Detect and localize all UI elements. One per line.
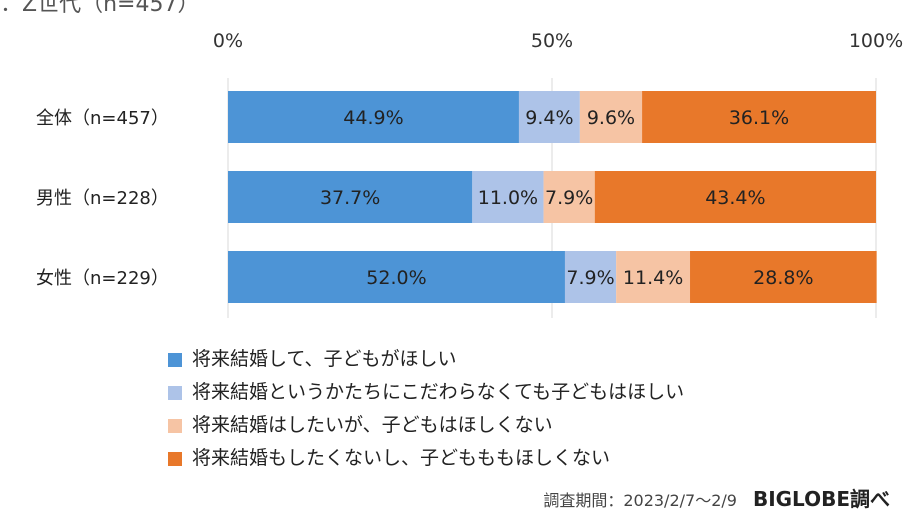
bar-segment	[564, 251, 617, 303]
legend-label: 将来結婚もしたくないし、子どもももほしくない	[192, 447, 611, 469]
bar-segment	[616, 251, 691, 303]
legend-label: 将来結婚して、子どもがほしい	[192, 348, 457, 370]
bar-segment	[690, 251, 877, 303]
legend-label: 将来結婚はしたいが、子どもはほしくない	[192, 414, 553, 436]
survey-period: 調査期間：2023/2/7〜2/9	[543, 491, 737, 510]
data-label: 9.6%	[587, 107, 635, 129]
bar-segment	[472, 171, 544, 223]
data-label: 37.7%	[320, 187, 380, 209]
legend: 将来結婚して、子どもがほしい将来結婚というかたちにこだわらなくても子どもはほしい…	[168, 343, 684, 475]
data-label: 11.4%	[623, 267, 683, 289]
legend-label: 将来結婚というかたちにこだわらなくても子どもはほしい	[192, 381, 685, 403]
x-tick-label: 100%	[849, 30, 903, 52]
data-label: 36.1%	[729, 107, 789, 129]
bar-segment	[594, 171, 876, 223]
legend-swatch	[168, 451, 182, 466]
brand-label: BIGLOBE調べ	[752, 487, 890, 511]
bar-segment	[518, 91, 580, 143]
data-label: 9.4%	[525, 107, 573, 129]
category-label: 全体（n=457）	[36, 108, 169, 129]
category-label: 男性（n=228）	[36, 188, 169, 209]
legend-swatch	[168, 385, 182, 400]
legend-item: 将来結婚もしたくないし、子どもももほしくない	[168, 442, 684, 475]
legend-item: 将来結婚はしたいが、子どもはほしくない	[168, 409, 684, 442]
category-label: 女性（n=229）	[36, 268, 169, 289]
legend-swatch	[168, 352, 182, 367]
data-label: 11.0%	[478, 187, 538, 209]
data-label: 43.4%	[705, 187, 765, 209]
bar-segment	[642, 91, 876, 143]
source-note: 調査期間：2023/2/7〜2/9 BIGLOBE調べ	[543, 483, 890, 512]
legend-item: 将来結婚というかたちにこだわらなくても子どもはほしい	[168, 376, 684, 409]
bar-segment	[543, 171, 595, 223]
data-label: 52.0%	[366, 267, 426, 289]
bar-segment	[579, 91, 643, 143]
chart-subtitle: ：Z世代（n=457）	[0, 0, 200, 17]
bar-segment	[228, 91, 519, 143]
x-tick-label: 50%	[531, 30, 573, 52]
bar-segment	[228, 171, 473, 223]
data-label: 7.9%	[566, 267, 614, 289]
data-label: 44.9%	[343, 107, 403, 129]
legend-item: 将来結婚して、子どもがほしい	[168, 343, 684, 376]
x-tick-label: 0%	[213, 30, 243, 52]
bar-segment	[228, 251, 565, 303]
data-label: 7.9%	[545, 187, 593, 209]
legend-swatch	[168, 418, 182, 433]
data-label: 28.8%	[753, 267, 813, 289]
